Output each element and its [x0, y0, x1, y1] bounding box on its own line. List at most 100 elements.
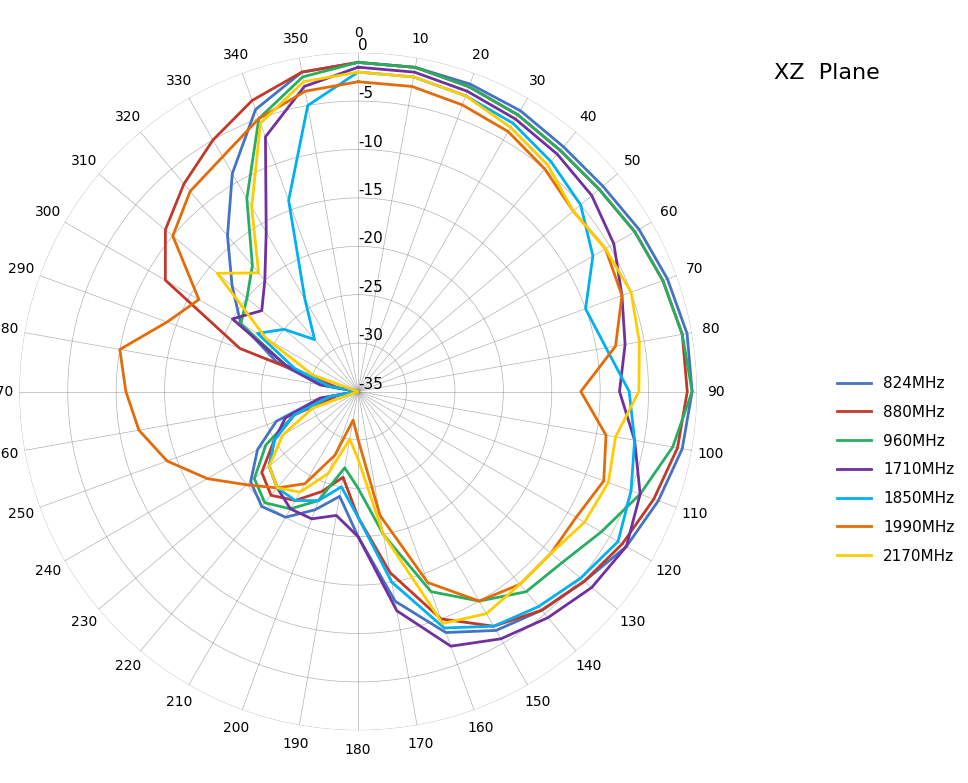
960MHz [288, 410, 300, 420]
1990MHz [299, 479, 311, 489]
2170MHz [307, 370, 318, 380]
1710MHz [634, 489, 646, 499]
2170MHz [255, 118, 266, 128]
880MHz [464, 82, 475, 92]
1710MHz [352, 532, 364, 541]
1850MHz [386, 577, 398, 586]
2170MHz [253, 268, 264, 277]
880MHz [409, 63, 421, 72]
960MHz [473, 597, 485, 606]
960MHz [352, 58, 364, 67]
2170MHz [260, 334, 272, 343]
2170MHz [322, 469, 334, 478]
880MHz [352, 58, 364, 67]
880MHz [160, 276, 171, 285]
824MHz [352, 58, 364, 67]
1710MHz [298, 81, 310, 91]
1990MHz [114, 345, 126, 354]
824MHz [252, 445, 263, 454]
960MHz [241, 294, 253, 303]
824MHz [536, 605, 548, 615]
1850MHz [268, 435, 280, 445]
824MHz [352, 58, 364, 67]
960MHz [339, 463, 350, 472]
1990MHz [352, 77, 364, 86]
1990MHz [514, 579, 526, 589]
2170MHz [378, 530, 389, 539]
1710MHz [259, 132, 271, 142]
1990MHz [166, 231, 178, 240]
1850MHz [587, 251, 598, 261]
1710MHz [620, 340, 631, 349]
1710MHz [495, 634, 507, 644]
960MHz [285, 504, 296, 514]
824MHz [465, 79, 476, 88]
2170MHz [352, 387, 364, 396]
880MHz [234, 344, 246, 353]
824MHz [222, 231, 233, 240]
2170MHz [633, 387, 645, 396]
2170MHz [567, 207, 579, 216]
1990MHz [599, 244, 611, 254]
1990MHz [567, 207, 579, 216]
960MHz [249, 474, 260, 483]
824MHz [677, 444, 688, 453]
824MHz [620, 542, 632, 551]
824MHz [633, 225, 645, 234]
2170MHz [294, 487, 306, 496]
880MHz [289, 496, 301, 505]
1710MHz [259, 276, 271, 285]
880MHz [512, 110, 524, 120]
1710MHz [280, 360, 291, 370]
2170MHz [352, 67, 364, 77]
824MHz [409, 63, 421, 72]
880MHz [672, 443, 683, 453]
880MHz [488, 622, 499, 631]
2170MHz [542, 161, 554, 170]
880MHz [617, 539, 628, 549]
960MHz [555, 146, 566, 155]
2170MHz [480, 609, 492, 619]
1710MHz [256, 306, 267, 316]
2170MHz [408, 72, 419, 81]
960MHz [677, 330, 688, 339]
880MHz [657, 276, 669, 285]
1710MHz [542, 613, 554, 622]
824MHz [661, 274, 673, 283]
1850MHz [302, 101, 314, 110]
2170MHz [599, 244, 611, 254]
960MHz [657, 276, 669, 285]
1990MHz [299, 86, 311, 96]
1710MHz [620, 542, 632, 551]
1990MHz [539, 164, 551, 174]
960MHz [409, 63, 421, 72]
824MHz [686, 387, 698, 396]
1990MHz [193, 295, 204, 305]
1710MHz [408, 67, 420, 77]
1990MHz [570, 513, 582, 522]
880MHz [256, 467, 267, 477]
960MHz [235, 319, 247, 328]
960MHz [686, 387, 698, 396]
1850MHz [352, 67, 364, 77]
2170MHz [610, 432, 621, 442]
824MHz [389, 597, 401, 606]
1710MHz [271, 483, 283, 493]
1990MHz [133, 425, 144, 435]
960MHz [557, 558, 568, 568]
1850MHz [575, 200, 587, 210]
960MHz [593, 185, 605, 194]
Text: XZ  Plane: XZ Plane [774, 63, 880, 83]
Line: 1990MHz: 1990MHz [120, 81, 622, 601]
1710MHz [330, 511, 342, 520]
960MHz [260, 440, 272, 449]
1710MHz [306, 514, 318, 524]
1710MHz [462, 87, 473, 96]
824MHz [256, 502, 267, 511]
1710MHz [586, 191, 597, 200]
1710MHz [227, 314, 238, 323]
824MHz [352, 387, 364, 396]
2170MHz [514, 579, 526, 589]
1850MHz [263, 461, 275, 471]
1990MHz [545, 549, 557, 558]
